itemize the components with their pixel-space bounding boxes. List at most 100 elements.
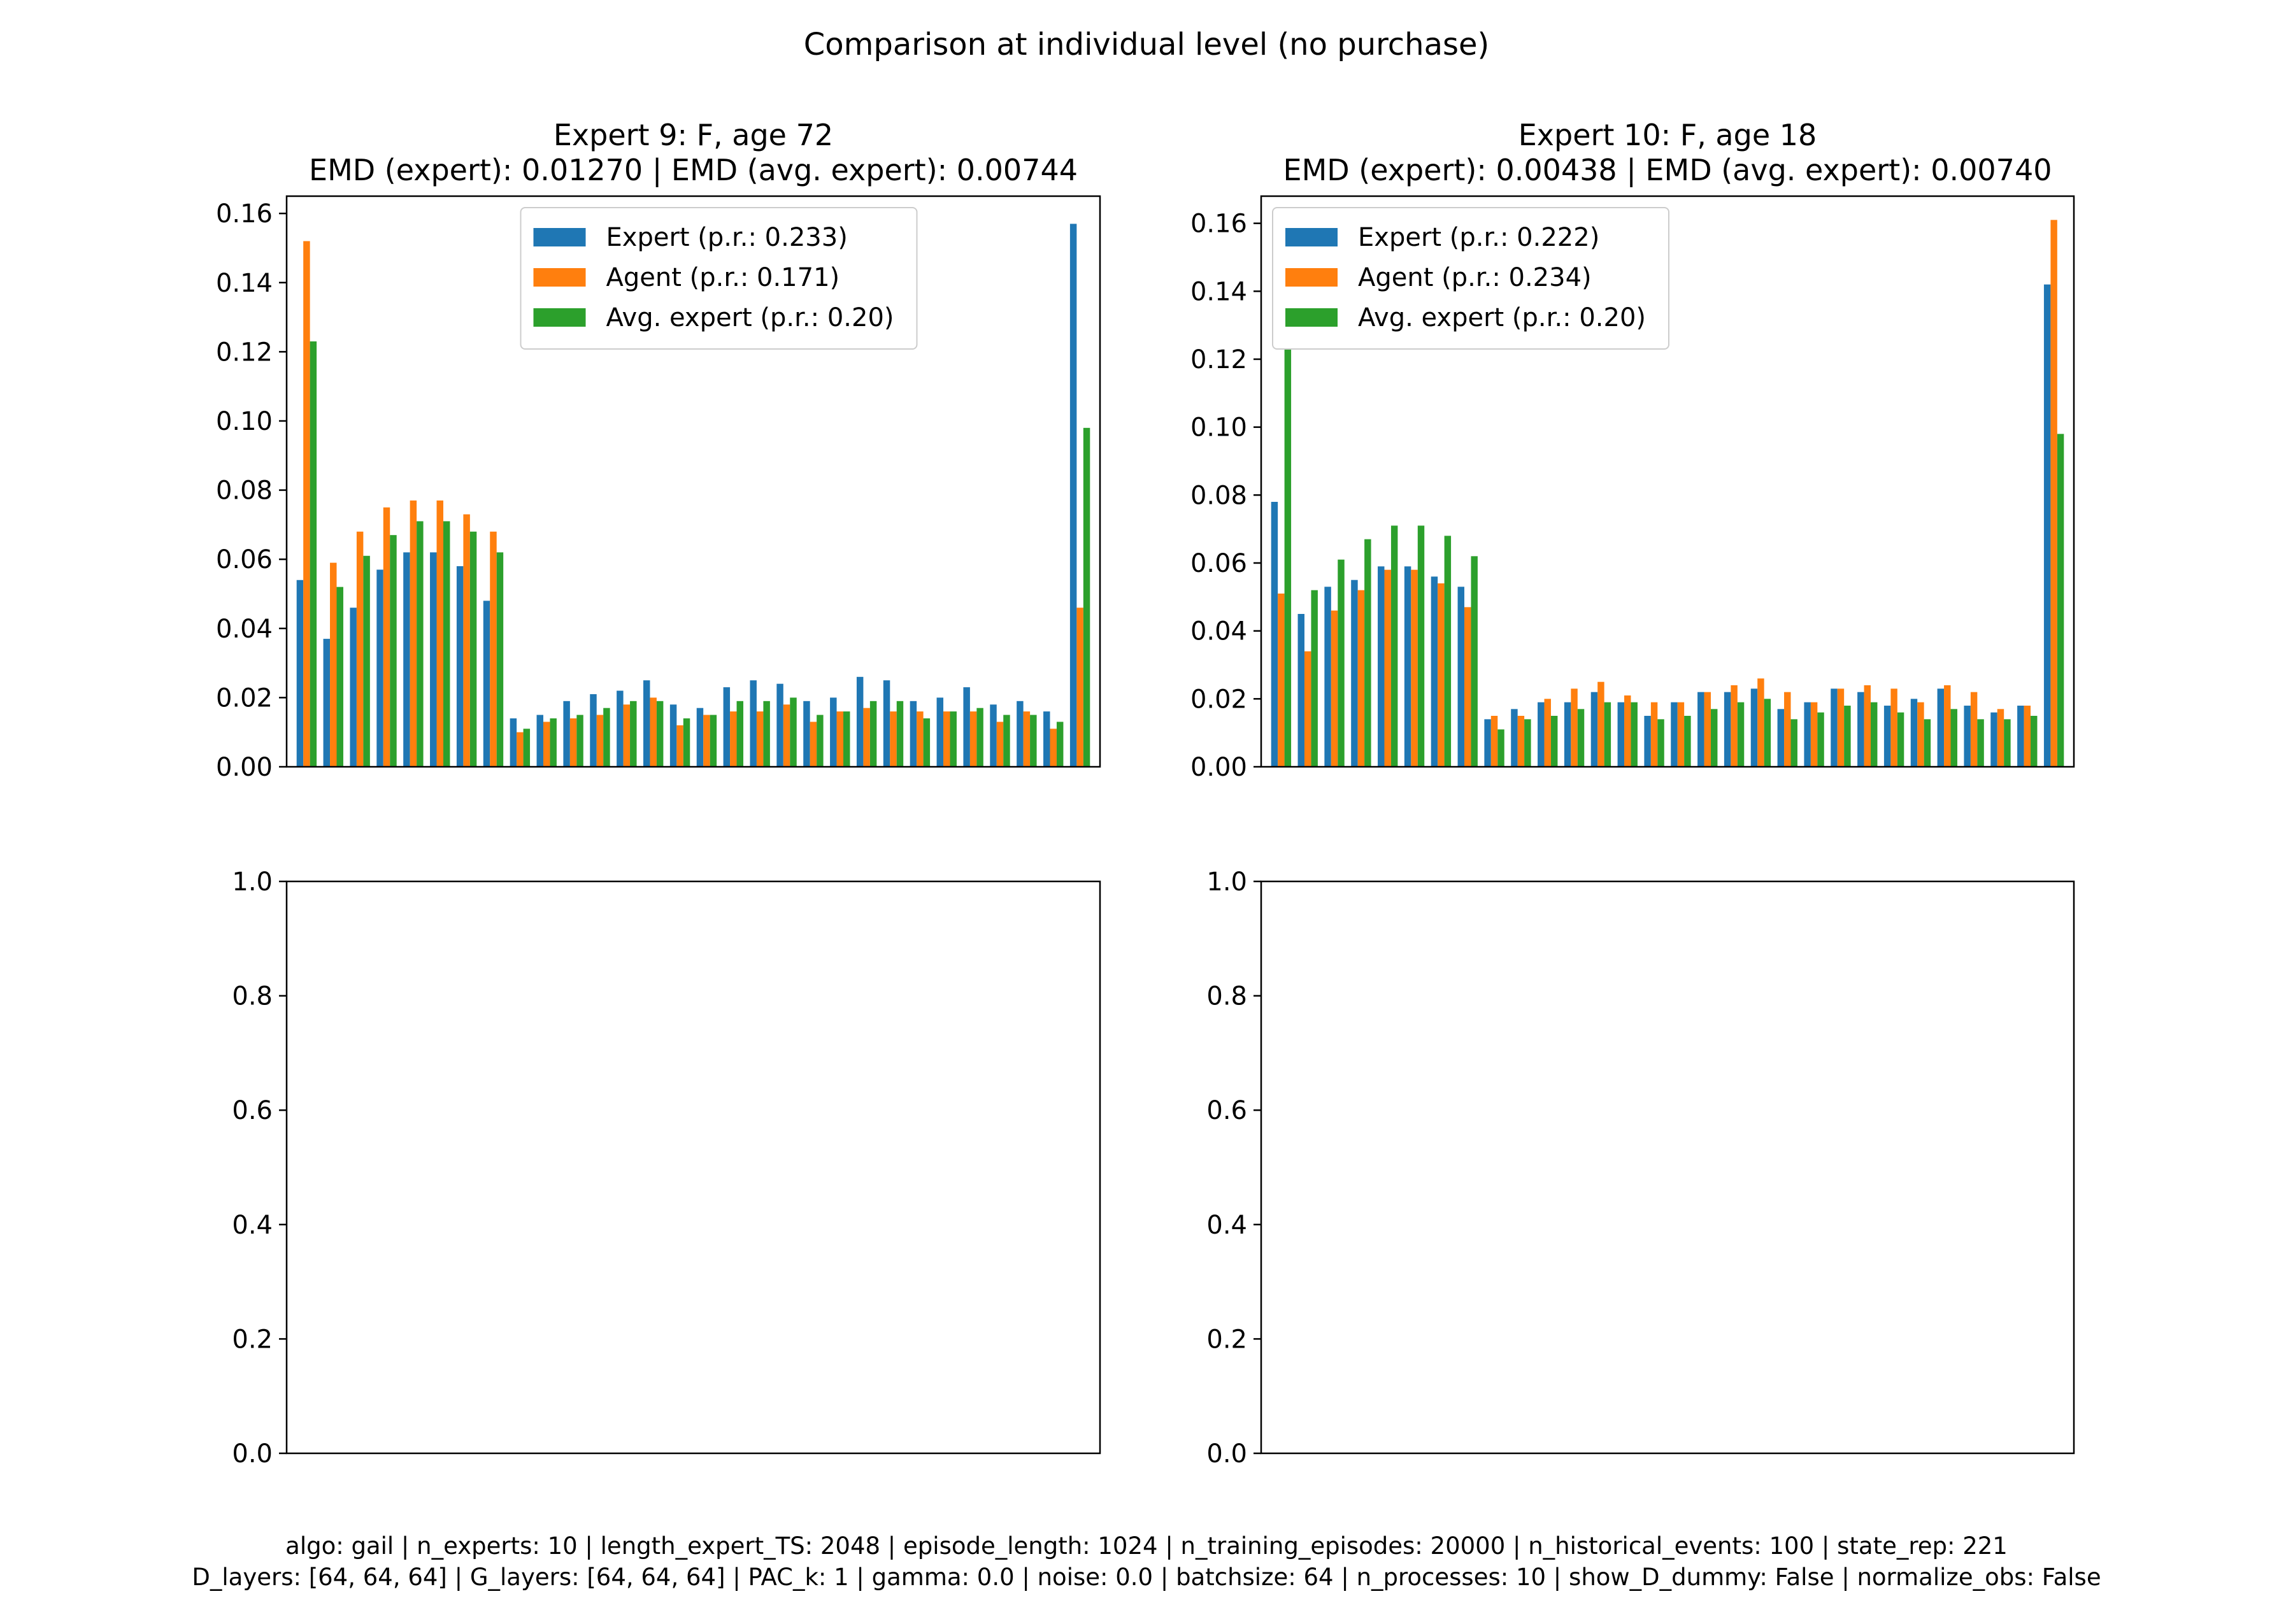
bar-series3-7: [1444, 536, 1452, 767]
bar-series2-23: [890, 711, 897, 767]
bar-series3-4: [390, 535, 397, 767]
bar-series3-13: [630, 701, 637, 767]
bar-series1-17: [1697, 692, 1704, 767]
bar-series2-10: [1517, 716, 1525, 767]
bar-series2-19: [1757, 678, 1764, 767]
legend: Expert (p.r.: 0.222) Agent (p.r.: 0.234) A…: [1272, 207, 1669, 350]
bar-series3-5: [1390, 525, 1398, 767]
bar-series3-27: [1003, 715, 1010, 767]
bar-series2-14: [650, 697, 657, 767]
y-tick-label: 0.04: [1190, 617, 1247, 646]
bar-series1-17: [723, 687, 731, 767]
y-tick-label: 0.00: [1190, 753, 1247, 782]
legend: Expert (p.r.: 0.233) Agent (p.r.: 0.171) A…: [520, 207, 918, 350]
axes-frame: [285, 880, 1101, 1455]
y-tick-label: 0.2: [232, 1325, 273, 1354]
bar-series1-5: [1378, 566, 1385, 767]
bar-series3-20: [817, 715, 824, 767]
bar-series2-17: [1704, 692, 1711, 767]
bar-series1-24: [910, 701, 917, 767]
bar-series3-9: [1497, 729, 1504, 767]
y-tick-label: 0.0: [1206, 1439, 1247, 1469]
bar-series2-8: [1464, 607, 1471, 767]
legend-label: Agent (p.r.: 0.234): [1358, 263, 1592, 292]
bar-series3-15: [683, 718, 690, 767]
bar-series3-22: [869, 701, 877, 767]
bar-series3-11: [576, 715, 583, 767]
bar-series3-11: [1550, 716, 1558, 767]
bar-series3-18: [763, 701, 770, 767]
y-tick-label: 0.02: [216, 683, 273, 713]
bar-series3-27: [1977, 719, 1984, 767]
bar-series1-16: [696, 708, 704, 767]
bar-series2-16: [703, 715, 710, 767]
bar-series1-11: [563, 701, 570, 767]
bar-series2-3: [1331, 610, 1338, 767]
figure-suptitle: Comparison at individual level (no purch…: [804, 27, 1490, 62]
bar-series3-21: [1817, 712, 1824, 767]
bar-series2-14: [1624, 695, 1631, 767]
bar-series2-2: [330, 562, 337, 767]
chart-panel-4: 0.0 0.2 0.4 0.6 0.8 1.0: [1206, 867, 2075, 1469]
y-tick-label: 0.08: [216, 476, 273, 506]
bar-series2-22: [1837, 688, 1845, 767]
bar-series2-3: [356, 531, 364, 767]
bar-series3-14: [656, 701, 664, 767]
y-tick-label: 0.8: [232, 982, 273, 1011]
bar-series2-19: [783, 704, 790, 767]
bar-series1-20: [1777, 709, 1785, 767]
bar-series2-28: [1023, 711, 1031, 767]
bar-series3-1: [1284, 349, 1292, 767]
bar-series1-9: [510, 718, 517, 767]
y-tick-label: 0.06: [216, 545, 273, 574]
bar-series2-11: [569, 718, 577, 767]
y-tick-label: 0.4: [232, 1211, 273, 1240]
bar-series2-20: [810, 722, 817, 767]
bar-series2-27: [1970, 692, 1978, 767]
bar-series3-29: [1056, 722, 1064, 767]
bar-series3-17: [736, 701, 744, 767]
bar-series2-11: [1544, 699, 1551, 767]
bar-series1-5: [403, 552, 410, 767]
bar-series1-24: [1883, 706, 1891, 767]
bar-series3-10: [550, 718, 557, 767]
bar-series3-20: [1790, 719, 1797, 767]
y-tick-label: 0.00: [216, 753, 273, 782]
bar-series1-10: [536, 715, 543, 767]
bar-series1-4: [376, 569, 383, 767]
bar-series3-3: [363, 555, 370, 767]
bar-series3-10: [1524, 719, 1531, 767]
bar-series1-28: [1017, 701, 1024, 767]
bar-series1-8: [483, 601, 490, 767]
bar-series3-30: [1083, 427, 1090, 767]
bar-series1-25: [936, 697, 944, 767]
bar-series3-22: [1844, 706, 1851, 767]
bar-series1-30: [1069, 224, 1077, 767]
bar-series1-22: [1831, 688, 1838, 767]
legend-swatch: [533, 268, 586, 287]
bar-series3-2: [1311, 590, 1318, 767]
bar-series3-7: [469, 531, 477, 767]
y-tick-label: 0.6: [1206, 1096, 1247, 1125]
panel-title: Expert 9: F, age 72: [554, 118, 833, 152]
y-tick-label: 0.14: [1190, 277, 1247, 306]
bar-series2-25: [1917, 702, 1924, 767]
legend-label: Agent (p.r.: 0.171): [606, 263, 840, 292]
legend-box: [520, 207, 918, 350]
bar-series3-29: [2031, 716, 2038, 767]
bar-series1-2: [1297, 614, 1304, 767]
bar-series2-29: [1050, 729, 1057, 767]
bar-series2-30: [1076, 608, 1083, 767]
bar-series1-11: [1538, 702, 1545, 767]
bar-series3-5: [417, 521, 424, 767]
bar-series1-13: [1590, 692, 1598, 767]
bar-series1-29: [1043, 711, 1050, 767]
bar-series2-22: [863, 708, 870, 767]
bar-series3-1: [310, 341, 317, 767]
bar-series3-24: [923, 718, 931, 767]
legend-swatch: [533, 308, 586, 327]
bar-series2-26: [1944, 685, 1951, 767]
